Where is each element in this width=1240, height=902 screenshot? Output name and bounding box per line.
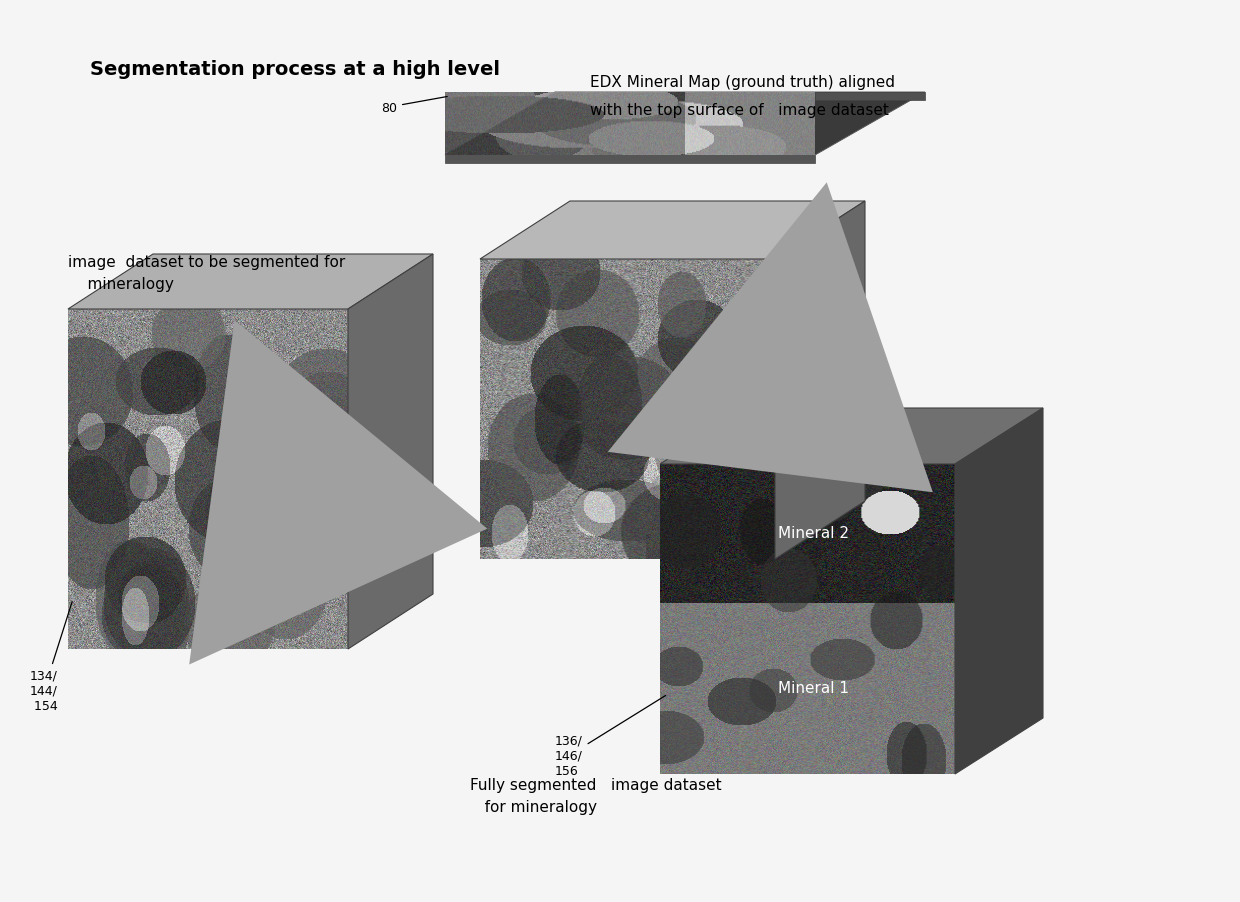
Polygon shape [445,93,925,156]
Polygon shape [815,93,925,101]
Text: 134/
144/
 154: 134/ 144/ 154 [30,602,72,713]
Polygon shape [775,202,866,559]
Polygon shape [445,156,815,164]
Polygon shape [480,202,866,260]
Text: image  dataset to be segmented for
    mineralogy: image dataset to be segmented for minera… [68,254,345,292]
Text: with the top surface of   image dataset: with the top surface of image dataset [590,103,889,118]
Polygon shape [348,254,433,649]
Text: Mineral 2: Mineral 2 [777,525,849,540]
Text: Segmentation process at a high level: Segmentation process at a high level [91,60,500,78]
Text: 136/
146/
156: 136/ 146/ 156 [556,695,666,778]
Text: Fully segmented   image dataset
   for mineralogy: Fully segmented image dataset for minera… [470,778,722,815]
Text: EDX Mineral Map (ground truth) aligned: EDX Mineral Map (ground truth) aligned [590,75,895,90]
Polygon shape [955,409,1043,774]
Text: 80: 80 [381,97,448,115]
Text: Mineral 1: Mineral 1 [777,680,849,695]
Polygon shape [660,409,1043,465]
Polygon shape [68,254,433,309]
